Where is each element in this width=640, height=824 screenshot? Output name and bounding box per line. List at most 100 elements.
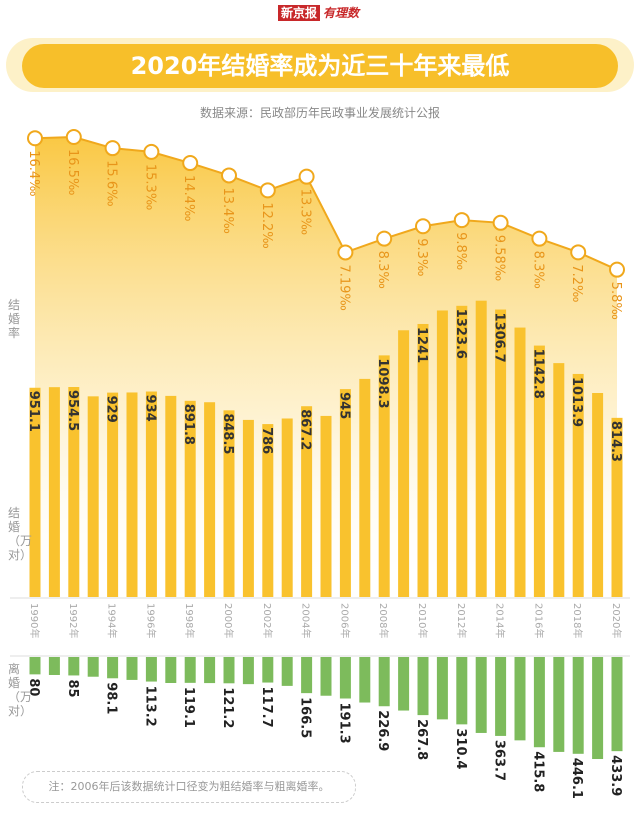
divorce-bar	[417, 657, 429, 716]
divorce-bar	[378, 657, 390, 707]
marriage-bar	[533, 345, 545, 597]
marriage-bar	[398, 330, 410, 597]
marriage-bar	[495, 309, 507, 597]
marriage-bar	[126, 392, 138, 597]
year-tick-label: 2000年	[222, 603, 235, 638]
divorce-bar	[242, 657, 254, 685]
rate-point	[104, 140, 121, 157]
marriage-value-label: 1013.9	[569, 377, 584, 427]
rate-axis-label: 结婚率	[8, 298, 21, 340]
rate-line	[34, 135, 618, 271]
year-tick-label: 1998年	[183, 603, 196, 638]
marriage-value-label: 1241	[414, 327, 429, 363]
rate-area	[35, 137, 617, 597]
rate-value-label: 16.5‰	[65, 149, 80, 195]
divorce-bar	[320, 657, 332, 696]
rate-point	[27, 130, 43, 147]
rate-value-label: 8.3‰	[530, 251, 545, 289]
marriage-bar	[48, 387, 60, 597]
marriage-bar	[417, 323, 429, 597]
divorce-bar	[339, 657, 351, 699]
source-text: 数据来源：民政部历年民政事业发展统计公报	[199, 106, 440, 120]
divorce-bar	[184, 657, 196, 683]
rate-value-label: 9.8‰	[453, 232, 468, 270]
year-tick-label: 2008年	[377, 603, 390, 638]
marriage-bar	[456, 305, 468, 597]
divorce-bar	[107, 657, 119, 679]
marriage-bar	[242, 419, 254, 597]
marriage-value-label: 867.2	[298, 409, 313, 450]
divorce-bar	[301, 657, 313, 694]
marriage-bar	[281, 418, 293, 597]
marriage-bar	[553, 363, 565, 597]
rate-value-label: 9.58‰	[492, 235, 507, 281]
year-tick-label: 2012年	[455, 603, 468, 638]
divorce-bar	[475, 657, 487, 733]
divorce-value-label: 191.3	[336, 703, 351, 744]
divorce-value-label: 363.7	[492, 740, 507, 781]
divorce-bar	[398, 657, 410, 711]
marriage-value-label: 848.5	[220, 413, 235, 454]
rate-value-label: 5.8‰	[608, 282, 623, 320]
year-tick-label: 1992年	[67, 603, 80, 638]
marriage-bar	[165, 395, 177, 597]
rate-value-label: 16.4‰	[26, 150, 41, 196]
divorce-value-label: 117.7	[259, 687, 274, 728]
divorce-bar	[68, 657, 80, 676]
divorce-bar	[262, 657, 274, 683]
year-tick-label: 2002年	[261, 603, 274, 638]
marriage-bar	[475, 300, 487, 597]
year-tick-label: 1996年	[144, 603, 157, 638]
rate-point	[492, 214, 509, 231]
divorce-value-label: 267.8	[414, 719, 429, 760]
marriage-value-label: 814.3	[608, 421, 623, 462]
rate-value-label: 7.19‰	[336, 264, 351, 310]
divorce-bar	[359, 657, 371, 703]
marriage-bar	[436, 310, 448, 597]
rate-value-label: 12.2‰	[259, 202, 274, 248]
rate-value-label: 9.3‰	[414, 238, 429, 276]
marriage-value-label: 951.1	[26, 391, 41, 432]
rate-point	[376, 230, 393, 247]
marriage-bar	[514, 327, 526, 597]
marriage-bar	[301, 406, 313, 597]
rate-value-label: 15.6‰	[104, 160, 119, 206]
rate-point	[531, 230, 548, 247]
rate-value-label: 14.4‰	[181, 175, 196, 221]
rate-point	[259, 182, 276, 199]
divorce-value-label: 85	[65, 679, 80, 697]
chart-title: 2020年结婚率成为近三十年来最低	[22, 44, 618, 88]
rate-point	[609, 261, 625, 278]
rate-value-label: 15.3‰	[142, 164, 157, 210]
divorce-value-label: 415.8	[530, 751, 545, 792]
divorce-bar	[204, 657, 216, 684]
marriage-bar	[145, 391, 157, 597]
year-tick-label: 2020年	[610, 603, 623, 638]
year-tick-label: 2010年	[416, 603, 429, 638]
marriage-bar	[68, 387, 80, 597]
rate-point	[337, 244, 354, 261]
year-tick-label: 2004年	[300, 603, 313, 638]
divorce-bar	[553, 657, 565, 752]
marriage-bar	[611, 417, 623, 597]
divorce-bar	[29, 657, 41, 675]
divorce-value-label: 119.1	[181, 687, 196, 728]
rate-value-label: 7.2‰	[569, 264, 584, 302]
year-tick-label: 1990年	[28, 603, 41, 638]
marriage-bar	[223, 410, 235, 597]
marriage-bar	[29, 387, 41, 597]
marriage-value-label: 786	[259, 427, 274, 454]
divorce-bar	[533, 657, 545, 748]
divorce-bar	[87, 657, 99, 677]
marriage-value-label: 1142.8	[530, 349, 545, 399]
marriage-value-label: 1098.3	[375, 358, 390, 408]
divorce-value-label: 166.5	[298, 697, 313, 738]
divorce-bar	[572, 657, 584, 754]
marriage-value-label: 945	[336, 392, 351, 419]
divorce-bar	[514, 657, 526, 741]
marriage-value-label: 934	[142, 395, 157, 422]
marriage-bar	[592, 392, 604, 597]
divorce-bar	[611, 657, 623, 752]
year-tick-label: 2006年	[338, 603, 351, 638]
